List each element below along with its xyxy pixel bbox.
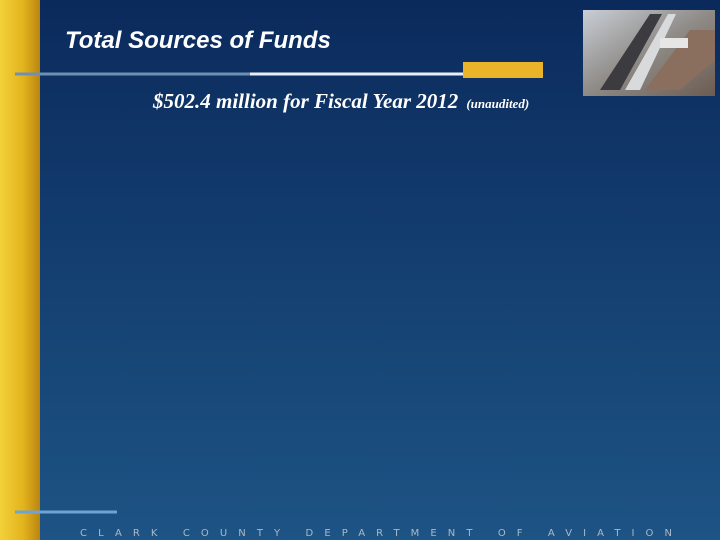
footer-text: CLARK COUNTY DEPARTMENT OF AVIATION	[80, 528, 672, 539]
slide-title: Total Sources of Funds	[65, 27, 331, 54]
subtitle-note: (unaudited)	[466, 96, 529, 111]
subtitle: $502.4 million for Fiscal Year 2012 (una…	[152, 89, 529, 113]
airport-photo	[583, 10, 715, 96]
subtitle-main: $502.4 million for Fiscal Year 2012	[152, 89, 459, 113]
gold-block	[463, 62, 543, 78]
side-bar	[0, 0, 40, 540]
